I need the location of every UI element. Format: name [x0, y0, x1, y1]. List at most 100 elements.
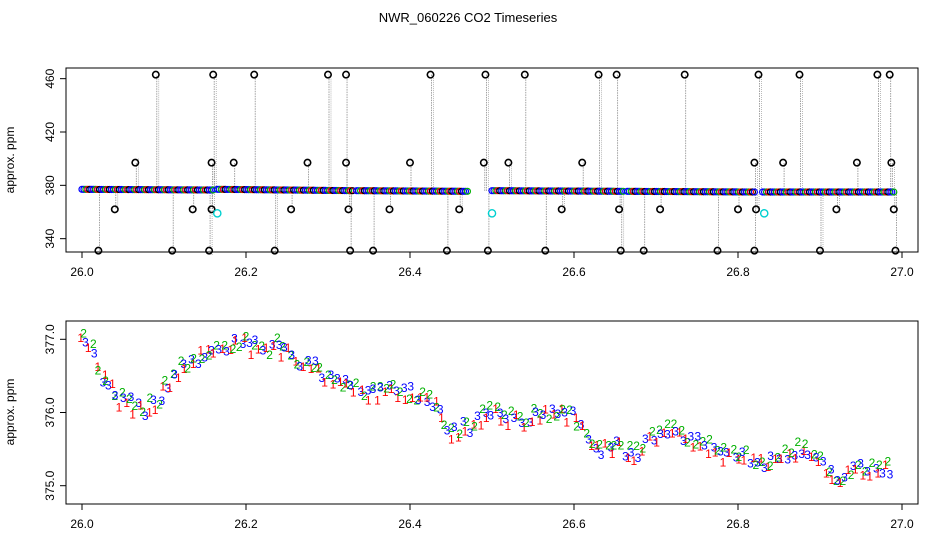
- series-marker: 2: [640, 442, 647, 456]
- series-marker: 1: [529, 415, 536, 429]
- series-marker: 2: [441, 418, 448, 432]
- series-marker: 1: [337, 375, 344, 389]
- series-marker: 1: [129, 408, 136, 422]
- series-marker: 3: [578, 418, 585, 432]
- baseline-point: [750, 188, 759, 196]
- series-marker: 2: [767, 459, 774, 473]
- series-marker: 2: [817, 449, 824, 463]
- series-marker: 2: [566, 403, 573, 417]
- series-marker: 3: [887, 468, 894, 482]
- series-marker: 3: [195, 357, 202, 371]
- series-marker: 3: [180, 357, 187, 371]
- series-marker: 2: [162, 373, 169, 387]
- series-marker: 1: [241, 331, 248, 345]
- series-marker: 2: [735, 450, 742, 464]
- series-marker: 2: [596, 438, 603, 452]
- series-marker: 2: [656, 423, 663, 437]
- series-marker: 1: [483, 411, 490, 425]
- series-marker: 3: [518, 416, 525, 430]
- series-marker: 3: [142, 409, 149, 423]
- outlier-point: [616, 246, 625, 255]
- series-marker: 2: [671, 417, 678, 431]
- series-marker: 2: [693, 437, 700, 451]
- series-marker: 3: [429, 400, 436, 414]
- series-marker: 1: [455, 431, 462, 445]
- outlier-point: [656, 205, 665, 214]
- series-marker: 3: [386, 378, 393, 392]
- series-marker: 1: [758, 452, 765, 466]
- series-marker: 3: [747, 456, 754, 470]
- series-marker: 3: [723, 446, 730, 460]
- series-marker: 2: [156, 398, 163, 412]
- series-marker: 3: [82, 336, 89, 350]
- series-marker: 1: [255, 343, 262, 357]
- series-marker: 3: [171, 367, 178, 381]
- series-marker: 1: [205, 343, 212, 357]
- series-marker: 3: [857, 457, 864, 471]
- series-marker: 2: [876, 458, 883, 472]
- series-marker: 1: [197, 344, 204, 358]
- series-marker: 1: [123, 396, 130, 410]
- series-marker: 3: [150, 393, 157, 407]
- cyan-point: [759, 209, 769, 218]
- outlier-point: [346, 246, 355, 255]
- series-marker: 3: [201, 351, 208, 365]
- series-marker: 3: [754, 455, 761, 469]
- series-marker: 2: [251, 339, 258, 353]
- outlier-point: [168, 246, 177, 255]
- series-marker: 2: [573, 420, 580, 434]
- series-marker: 2: [190, 352, 197, 366]
- series-marker: 1: [330, 377, 337, 391]
- series-marker: 2: [559, 402, 566, 416]
- series-marker: 1: [394, 391, 401, 405]
- series-marker: 1: [343, 377, 350, 391]
- series-marker: 3: [804, 448, 811, 462]
- series-marker: 2: [340, 381, 347, 395]
- series-marker: 3: [834, 474, 841, 488]
- series-marker: 2: [720, 441, 727, 455]
- series-marker: 2: [126, 392, 133, 406]
- outlier-point: [209, 70, 218, 79]
- series-marker: 1: [438, 411, 445, 425]
- outlier-point: [369, 246, 378, 255]
- series-marker: 2: [743, 443, 750, 457]
- series-marker: 3: [850, 459, 857, 473]
- lower-panel: 26.0 26.2 26.4 26.6 26.8 27.0 375.0 376.0 377.0 a…: [3, 320, 919, 531]
- series-marker: 3: [503, 412, 510, 426]
- series-marker: 1: [470, 418, 477, 432]
- series-marker: 1: [409, 391, 416, 405]
- series-marker: 1: [778, 452, 785, 466]
- series-marker: 1: [77, 331, 84, 345]
- outlier-point: [557, 205, 566, 214]
- series-marker: 3: [784, 452, 791, 466]
- outlier-point: [442, 246, 451, 255]
- series-marker: 2: [383, 382, 390, 396]
- series-marker: 3: [864, 464, 871, 478]
- series-marker: 3: [158, 394, 165, 408]
- series-marker: 2: [433, 400, 440, 414]
- series-marker: 2: [714, 444, 721, 458]
- series-marker: 3: [733, 451, 740, 465]
- upper-panel: 26.0 26.2 26.4 26.6 26.8 27.0 340 380 420 460 appr…: [3, 67, 919, 279]
- series-marker: 3: [873, 462, 880, 476]
- series-marker: 3: [767, 449, 774, 463]
- series-marker: 2: [684, 435, 691, 449]
- series-marker: 3: [460, 415, 467, 429]
- outlier-point: [207, 205, 216, 214]
- series-marker: 1: [750, 451, 757, 465]
- series-marker: 3: [252, 333, 259, 347]
- series-marker: 1: [321, 376, 328, 390]
- y-tick-label: 420: [43, 122, 57, 142]
- series-marker: 3: [223, 345, 230, 359]
- series-marker: 2: [288, 348, 295, 362]
- outlier-point: [713, 246, 722, 255]
- series-marker: 1: [536, 414, 543, 428]
- series-marker: 1: [786, 447, 793, 461]
- series-marker: 2: [146, 391, 153, 405]
- series-marker: 1: [210, 347, 217, 361]
- outlier-point: [815, 246, 824, 255]
- series-marker: 2: [178, 354, 185, 368]
- outlier-point: [887, 158, 896, 167]
- series-marker: 1: [609, 447, 616, 461]
- series-marker: 1: [594, 438, 601, 452]
